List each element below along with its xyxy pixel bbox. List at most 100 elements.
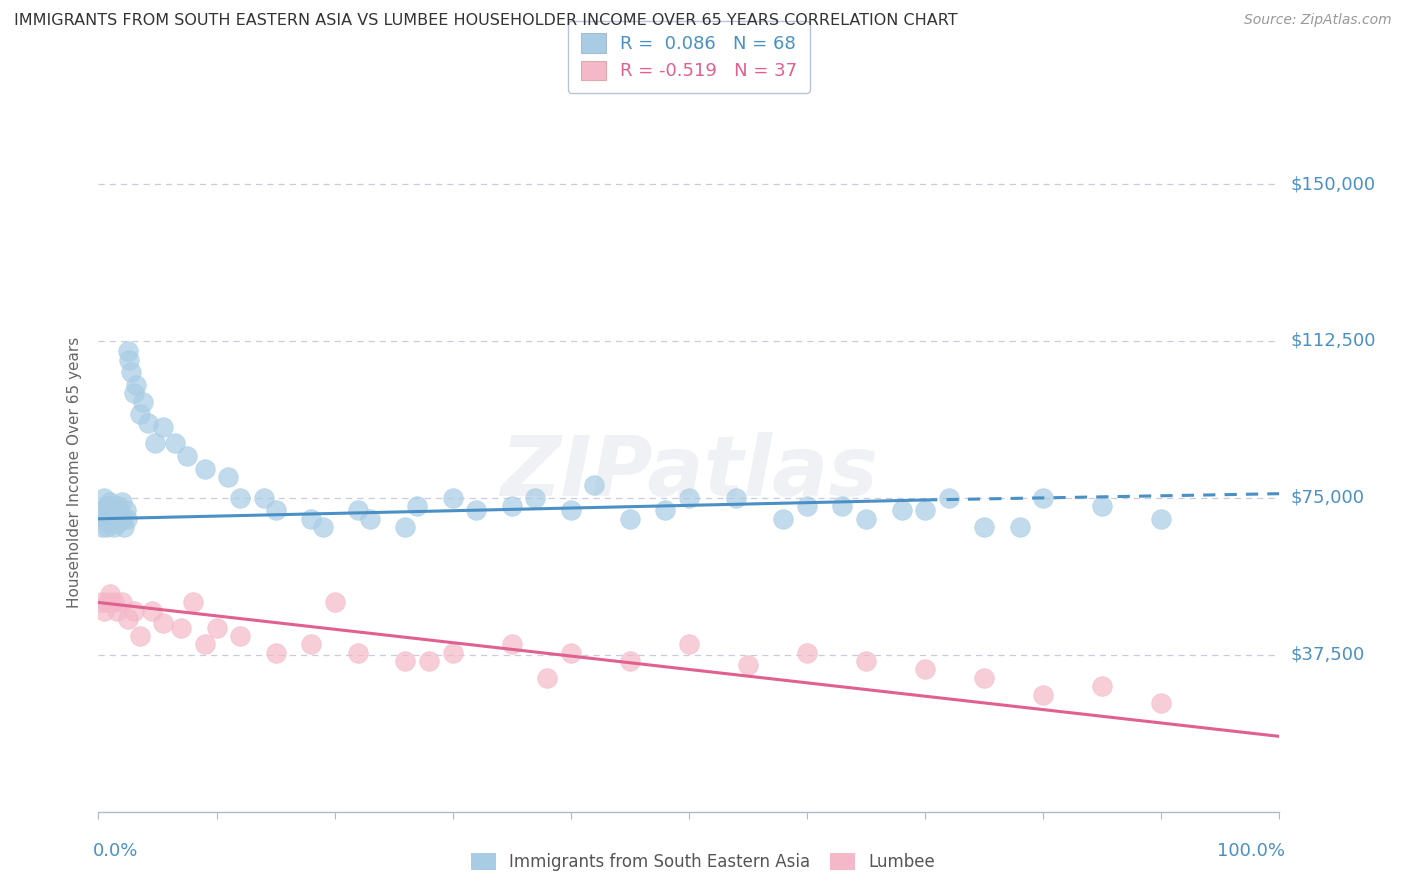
Point	[194, 637, 217, 651]
Point	[181, 595, 204, 609]
Point	[619, 512, 641, 526]
Point	[678, 491, 700, 505]
Text: ZIPatlas: ZIPatlas	[501, 433, 877, 513]
Point	[96, 595, 118, 609]
Point	[1032, 688, 1054, 702]
Point	[737, 658, 759, 673]
Point	[560, 646, 582, 660]
Point	[121, 365, 143, 379]
Point	[394, 654, 416, 668]
Point	[418, 654, 440, 668]
Point	[91, 520, 114, 534]
Text: Source: ZipAtlas.com: Source: ZipAtlas.com	[1244, 13, 1392, 28]
Point	[152, 616, 174, 631]
Point	[128, 407, 150, 421]
Point	[855, 512, 877, 526]
Text: 0.0%: 0.0%	[93, 842, 138, 860]
Text: $75,000: $75,000	[1291, 489, 1365, 507]
Point	[501, 500, 523, 514]
Point	[359, 512, 381, 526]
Point	[406, 500, 429, 514]
Text: 100.0%: 100.0%	[1218, 842, 1285, 860]
Point	[323, 595, 346, 609]
Point	[115, 512, 138, 526]
Point	[914, 503, 936, 517]
Point	[772, 512, 794, 526]
Point	[112, 512, 135, 526]
Point	[725, 491, 748, 505]
Point	[1091, 500, 1114, 514]
Point	[112, 520, 135, 534]
Point	[441, 491, 464, 505]
Point	[973, 520, 995, 534]
Point	[264, 503, 287, 517]
Point	[855, 654, 877, 668]
Point	[128, 629, 150, 643]
Point	[229, 629, 252, 643]
Point	[312, 520, 335, 534]
Point	[654, 503, 676, 517]
Legend: R =  0.086   N = 68, R = -0.519   N = 37: R = 0.086 N = 68, R = -0.519 N = 37	[568, 21, 810, 93]
Point	[205, 621, 228, 635]
Point	[253, 491, 276, 505]
Point	[118, 352, 141, 367]
Point	[108, 508, 131, 522]
Point	[560, 503, 582, 517]
Point	[100, 512, 122, 526]
Point	[831, 500, 853, 514]
Point	[217, 470, 239, 484]
Point	[114, 503, 136, 517]
Point	[583, 478, 606, 492]
Point	[93, 604, 115, 618]
Point	[103, 520, 125, 534]
Point	[152, 419, 174, 434]
Point	[122, 604, 145, 618]
Point	[170, 621, 193, 635]
Point	[117, 344, 139, 359]
Point	[347, 646, 370, 660]
Text: IMMIGRANTS FROM SOUTH EASTERN ASIA VS LUMBEE HOUSEHOLDER INCOME OVER 65 YEARS CO: IMMIGRANTS FROM SOUTH EASTERN ASIA VS LU…	[14, 13, 957, 29]
Point	[96, 520, 118, 534]
Point	[111, 495, 134, 509]
Point	[105, 516, 128, 530]
Point	[111, 595, 134, 609]
Point	[299, 512, 322, 526]
Point	[107, 500, 129, 514]
Point	[94, 512, 117, 526]
Point	[796, 646, 818, 660]
Point	[619, 654, 641, 668]
Point	[132, 394, 155, 409]
Point	[110, 512, 132, 526]
Point	[122, 386, 145, 401]
Point	[176, 449, 198, 463]
Point	[104, 503, 127, 517]
Point	[1150, 512, 1173, 526]
Legend: Immigrants from South Eastern Asia, Lumbee: Immigrants from South Eastern Asia, Lumb…	[463, 845, 943, 880]
Point	[97, 500, 120, 514]
Point	[117, 612, 139, 626]
Point	[347, 503, 370, 517]
Point	[465, 503, 488, 517]
Point	[98, 587, 121, 601]
Point	[1032, 491, 1054, 505]
Point	[678, 637, 700, 651]
Text: $112,500: $112,500	[1291, 332, 1376, 350]
Point	[90, 503, 112, 517]
Point	[141, 604, 163, 618]
Point	[890, 503, 912, 517]
Y-axis label: Householder Income Over 65 years: Householder Income Over 65 years	[67, 337, 83, 608]
Point	[264, 646, 287, 660]
Point	[914, 662, 936, 676]
Point	[93, 491, 115, 505]
Text: $150,000: $150,000	[1291, 175, 1375, 193]
Point	[524, 491, 547, 505]
Point	[101, 500, 124, 514]
Point	[1150, 696, 1173, 710]
Point	[1008, 520, 1031, 534]
Point	[105, 604, 128, 618]
Point	[973, 671, 995, 685]
Point	[938, 491, 960, 505]
Point	[1091, 679, 1114, 693]
Point	[103, 595, 125, 609]
Point	[91, 508, 114, 522]
